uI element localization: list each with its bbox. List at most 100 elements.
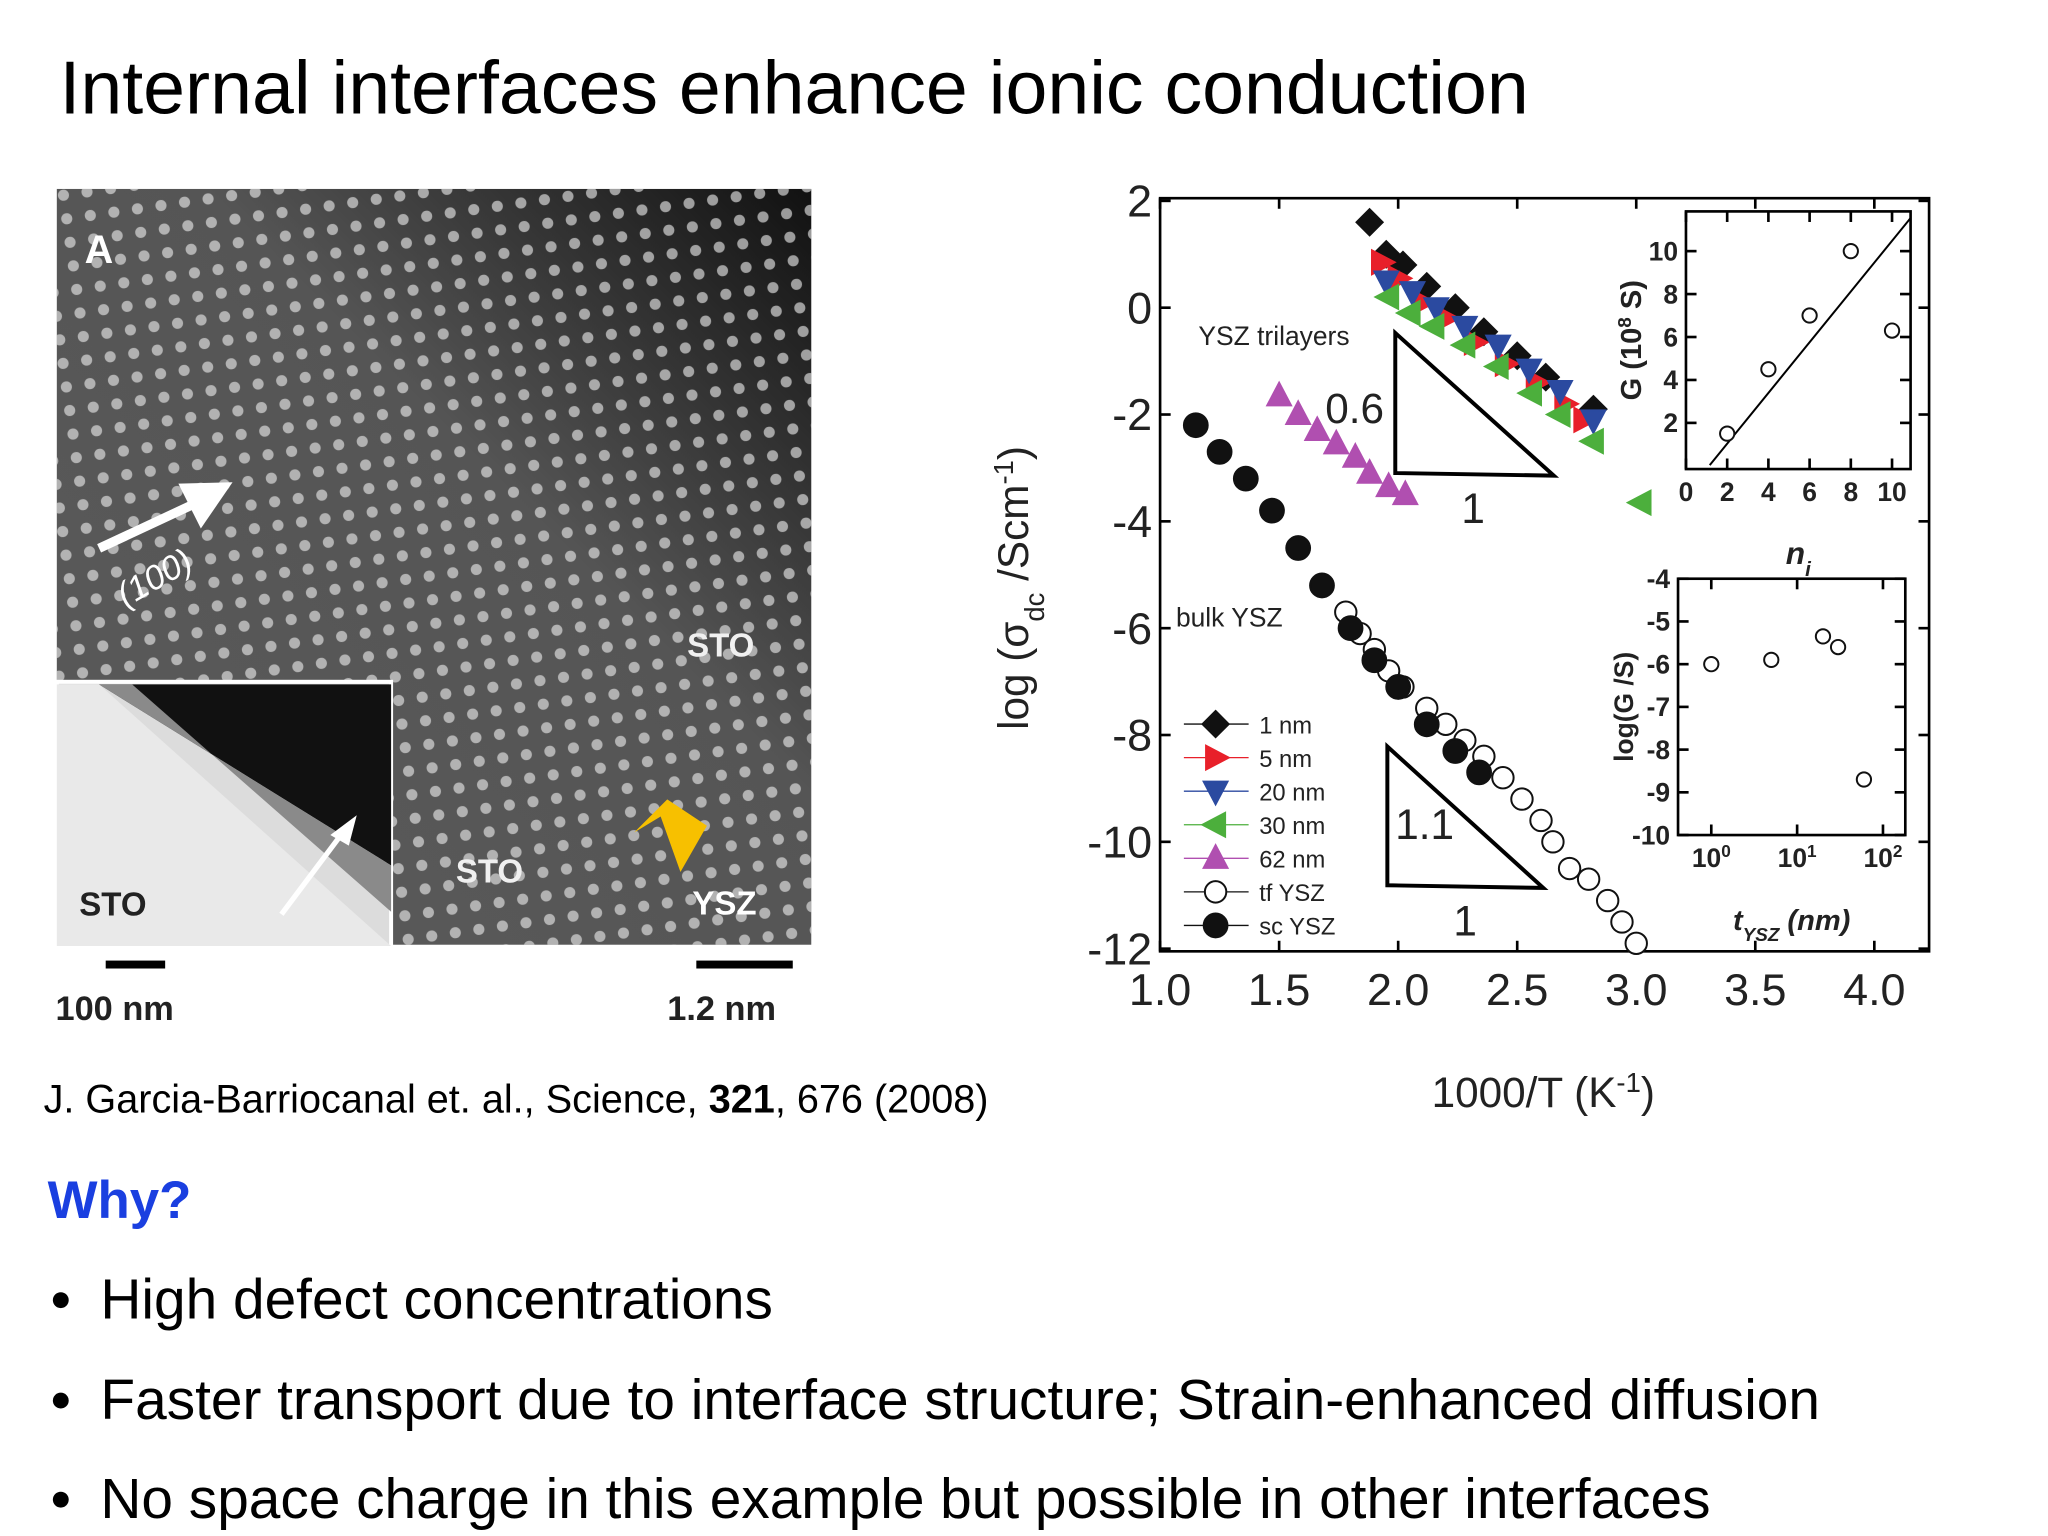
- marker: [1855, 771, 1873, 788]
- x-tick-label-text: 1.0: [1129, 964, 1191, 1015]
- slope-triangle: [1393, 328, 1560, 478]
- annotation: 1.1: [1395, 801, 1454, 848]
- marker: [1206, 439, 1233, 465]
- legend-label: 5 nm: [1259, 746, 1312, 773]
- x-tick-label-exp: 1: [1807, 841, 1817, 861]
- annotation: bulk YSZ: [1176, 602, 1283, 632]
- marker: [1557, 856, 1582, 881]
- x-axis-label-part: ): [1641, 1069, 1655, 1116]
- x-tick-label-text: 2: [1720, 477, 1735, 507]
- marker: [1482, 352, 1509, 380]
- x-tick-label-text: 8: [1843, 477, 1858, 507]
- x-tick-label: 1.5: [1248, 964, 1310, 1015]
- y-tick-label: 6: [1663, 322, 1678, 352]
- y-tick-label: 8: [1663, 279, 1678, 309]
- scale-label: 100 nm: [55, 990, 173, 1028]
- marker: [1398, 281, 1426, 307]
- marker: [1451, 315, 1479, 342]
- y-tick-label: -8: [1647, 735, 1670, 765]
- marker: [1371, 248, 1397, 276]
- marker: [1546, 379, 1574, 406]
- plot-frame: [1158, 196, 1931, 953]
- x-axis-label-part: (nm): [1779, 905, 1850, 937]
- x-axis-label-part: n: [1786, 535, 1805, 571]
- marker: [1361, 647, 1388, 674]
- y-axis-label-part: -1: [987, 460, 1018, 484]
- marker: [1703, 656, 1720, 673]
- marker: [1801, 307, 1818, 324]
- plot-frame: [1676, 577, 1907, 837]
- x-tick-label-text: 3.5: [1724, 964, 1786, 1015]
- marker: [1484, 334, 1512, 361]
- marker: [1337, 615, 1364, 642]
- legend-marker: [1205, 744, 1231, 772]
- legend: 1 nm 5 nm 20 nm 30 nm 62 nm tf YSZ sc YSZ: [1183, 709, 1335, 941]
- bullet-dot: [52, 1491, 69, 1508]
- y-tick-label: -7: [1647, 692, 1670, 722]
- marker: [1285, 535, 1312, 561]
- panel-label: A: [85, 228, 114, 272]
- y-tick-label: -5: [1647, 607, 1670, 637]
- micrograph: A (100) STO STO YSZ STO 100 nm 1.2 nm: [54, 188, 812, 1028]
- x-tick-label: 2.5: [1486, 964, 1548, 1015]
- y-tick-label: 10: [1649, 236, 1678, 266]
- x-axis-label: tYSZ (nm): [1733, 905, 1850, 946]
- marker: [1842, 243, 1859, 260]
- scale-bar: [696, 960, 793, 969]
- x-axis-label: 1000/T (K-1): [1432, 1067, 1655, 1117]
- marker: [1355, 207, 1385, 237]
- marker: [1610, 910, 1634, 934]
- marker: [1442, 738, 1469, 764]
- why-heading: Why?: [48, 1171, 192, 1230]
- marker: [1265, 380, 1293, 407]
- x-tick-label: 8: [1843, 477, 1858, 507]
- legend-label: tf YSZ: [1259, 880, 1325, 907]
- legend-marker: [1200, 811, 1227, 839]
- x-tick-label-exp: 0: [1721, 841, 1731, 861]
- x-tick-label: 3.5: [1724, 964, 1786, 1015]
- y-axis-label-part: S): [1616, 280, 1648, 317]
- y-axis-label-part: ): [990, 446, 1037, 460]
- marker: [1595, 888, 1620, 913]
- y-tick-label: -12: [1087, 923, 1152, 974]
- marker: [1763, 651, 1780, 669]
- marker: [1531, 362, 1561, 392]
- legend-label: 20 nm: [1259, 779, 1325, 806]
- x-tick-label: 3.0: [1605, 964, 1667, 1015]
- x-tick-label-text: 1.5: [1248, 964, 1310, 1015]
- marker: [1449, 331, 1476, 359]
- region-label: YSZ: [692, 884, 756, 921]
- marker: [1883, 322, 1901, 339]
- x-tick-label-text: 2.0: [1367, 964, 1429, 1015]
- y-axis-label-part: G (10: [1616, 328, 1648, 401]
- marker: [1385, 674, 1412, 700]
- legend-label: 30 nm: [1259, 813, 1325, 840]
- citation-text: , 676 (2008): [775, 1078, 989, 1122]
- x-tick-label-text: 6: [1802, 477, 1817, 507]
- y-tick-label: -4: [1647, 564, 1671, 594]
- x-tick-label: 2: [1720, 477, 1735, 507]
- plot: 1.0 1.5 2.0 2.5 3.0 3.5 4.020-2-4-6-8-10-12100…: [987, 176, 1931, 1117]
- x-tick-label-text: 0: [1679, 477, 1694, 507]
- inset-arrow: [279, 833, 344, 916]
- annotation: 1: [1461, 485, 1485, 532]
- marker: [1356, 458, 1384, 484]
- direction-arrowhead: [178, 482, 233, 529]
- bullet-dot: [52, 1392, 69, 1409]
- legend-marker: [1202, 843, 1230, 869]
- x-tick-label: 1.0: [1129, 964, 1191, 1015]
- marker: [1466, 759, 1492, 786]
- marker: [1182, 412, 1209, 439]
- marker: [1322, 428, 1350, 455]
- marker: [1624, 931, 1648, 956]
- legend-marker: [1201, 709, 1231, 739]
- x-tick-label: 100: [1692, 841, 1731, 873]
- citation-volume: 321: [709, 1078, 775, 1122]
- x-tick-label-text: 10: [1877, 477, 1906, 507]
- annotation: 0.6: [1325, 385, 1384, 432]
- y-tick-label: 4: [1663, 365, 1678, 395]
- x-axis-label-part: t: [1733, 905, 1744, 937]
- yellow-arrow: [634, 799, 707, 873]
